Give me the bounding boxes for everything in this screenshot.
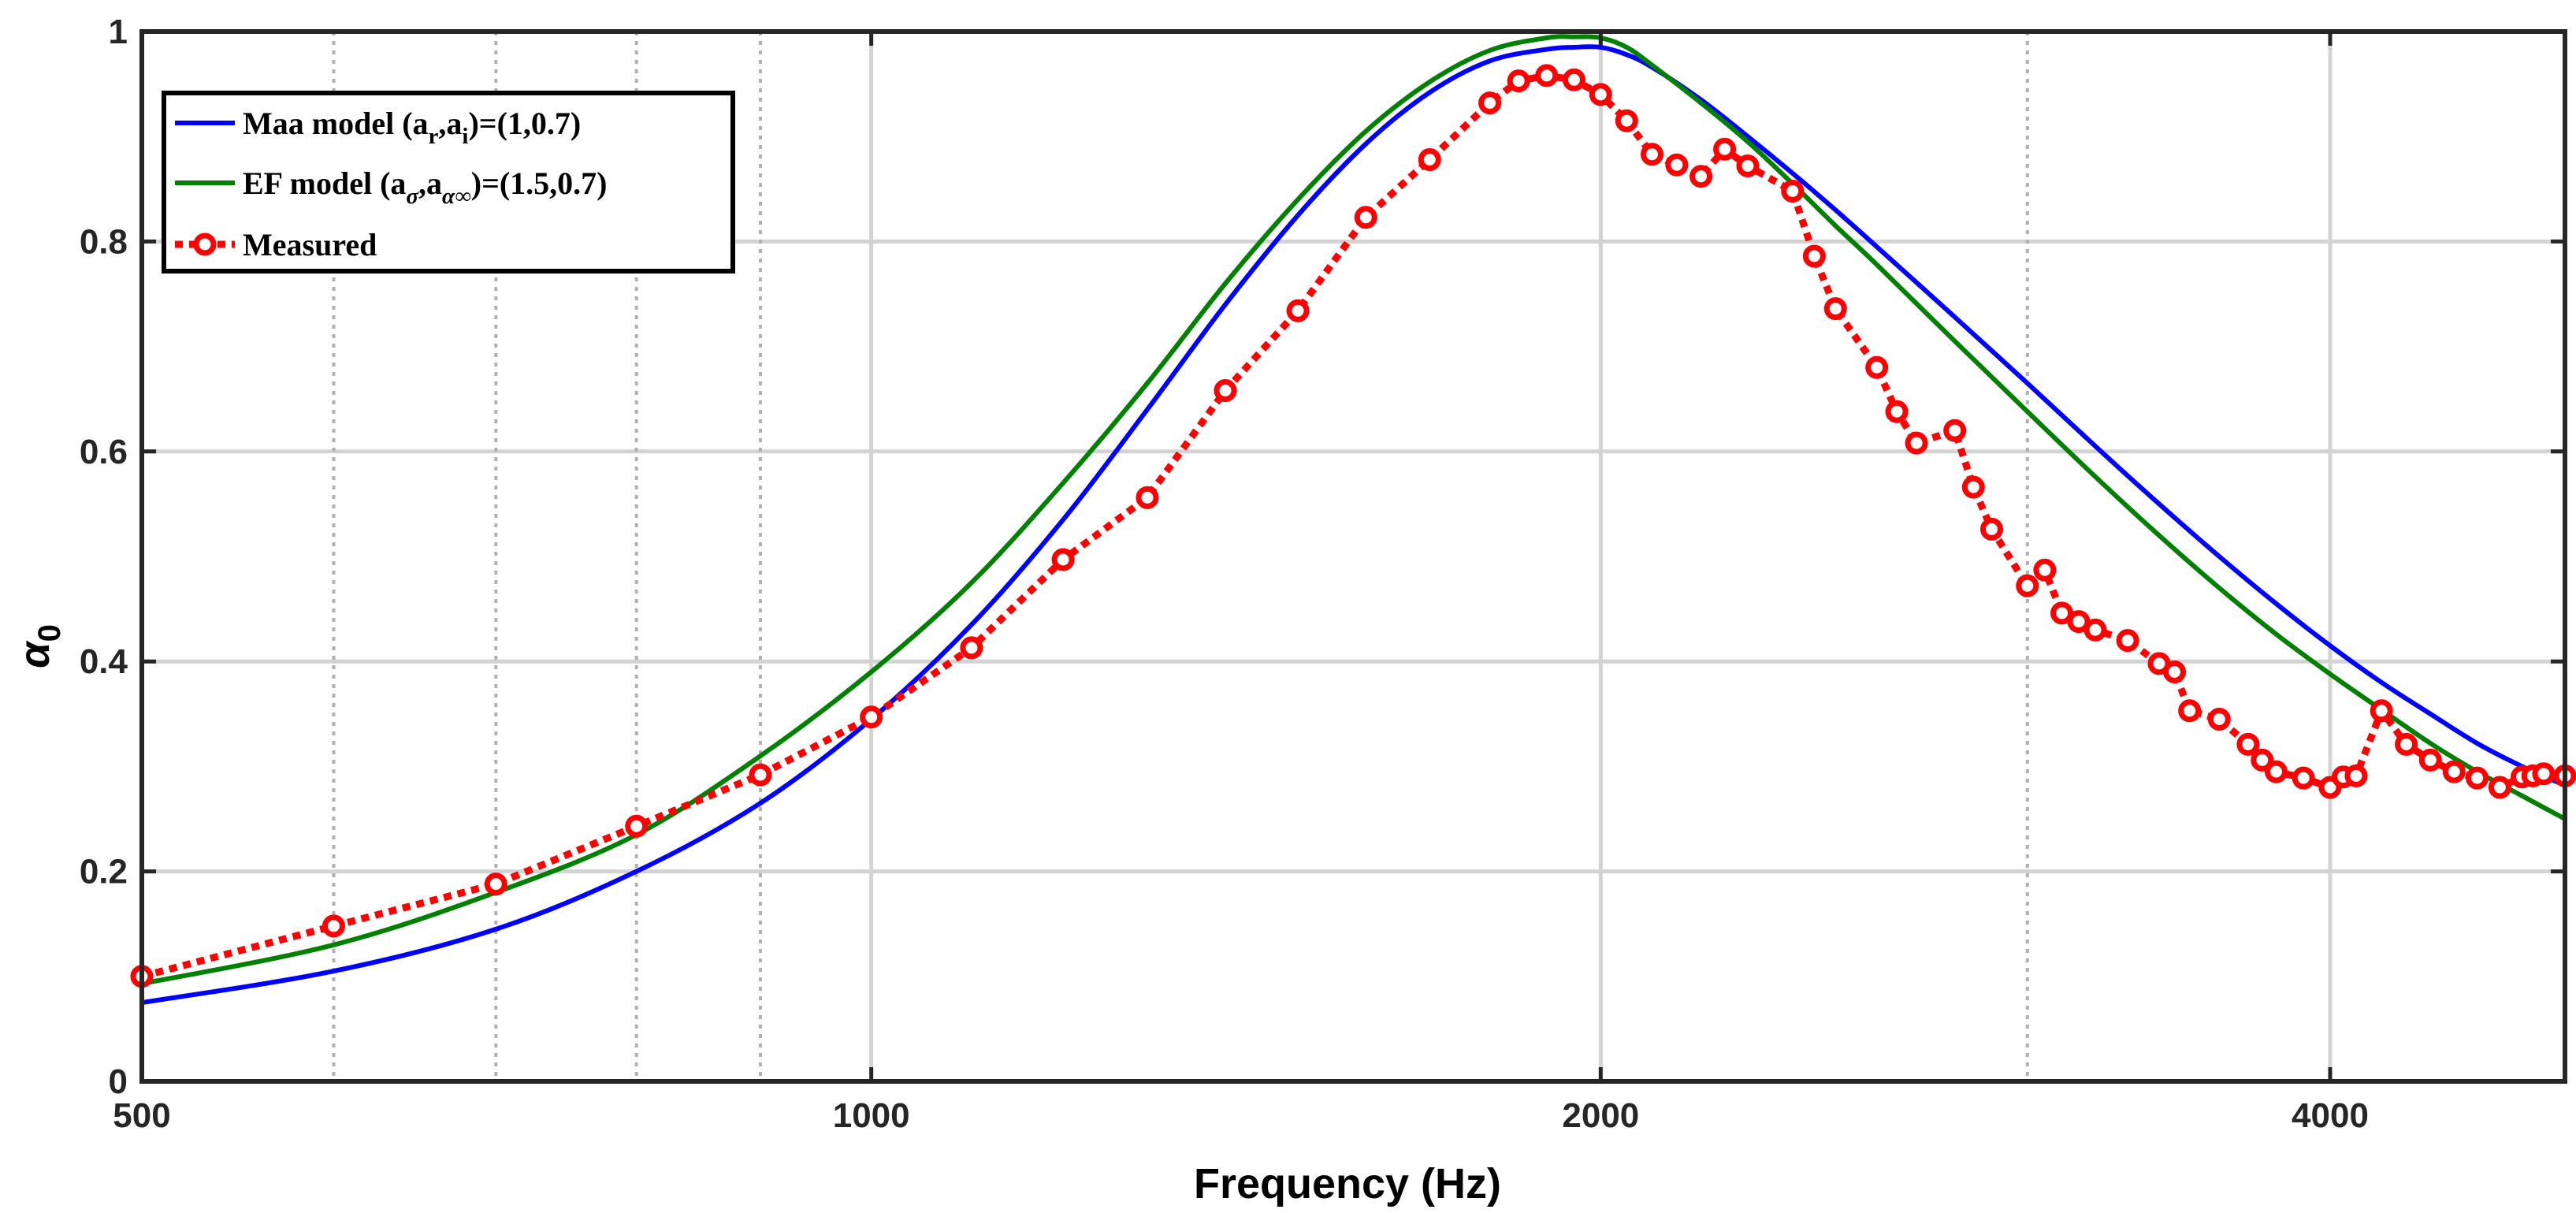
measured-point <box>1689 165 1713 188</box>
measured-point <box>1418 148 1441 171</box>
measured-point <box>860 705 883 729</box>
y-axis-title-subscript: 0 <box>32 624 67 642</box>
measured-point <box>2236 732 2260 756</box>
measured-point <box>1615 109 1638 132</box>
measured-point <box>1478 91 1502 115</box>
y-axis-title-symbol: α <box>11 640 58 668</box>
measured-point <box>1961 475 1985 499</box>
measured-point <box>2016 574 2039 597</box>
measured-point <box>2466 766 2489 790</box>
y-tick-label: 0 <box>109 1062 128 1101</box>
legend-label-ef: EF model (aσ,aα∞)=(1.5,0.7) <box>243 166 608 209</box>
y-axis-title: α0 <box>11 624 67 668</box>
measured-point <box>2178 699 2202 723</box>
measured-point <box>1665 153 1689 177</box>
y-tick-label: 1 <box>109 13 128 51</box>
measured-point <box>2418 748 2442 772</box>
measured-point <box>1943 419 1967 442</box>
measured-point <box>2033 558 2057 582</box>
measured-point <box>625 814 649 838</box>
measured-point <box>2251 748 2274 772</box>
measured-point <box>484 873 507 896</box>
measured-point <box>960 636 983 660</box>
measured-point <box>1354 206 1377 229</box>
y-tick-label: 0.6 <box>80 433 128 471</box>
legend-swatch-measured-marker <box>193 233 217 256</box>
svg-text:α0: α0 <box>11 624 67 668</box>
measured-point <box>1980 517 2003 541</box>
measured-point <box>1736 154 1760 177</box>
y-tick-label: 0.4 <box>80 642 128 681</box>
measured-point <box>2442 760 2466 783</box>
measured-point <box>2292 766 2315 790</box>
measured-point <box>2083 618 2107 642</box>
measured-point <box>1563 68 1585 91</box>
measured-point <box>322 914 345 938</box>
measured-point <box>1713 137 1737 161</box>
x-tick-label: 500 <box>113 1096 170 1135</box>
measured-point <box>2344 764 2368 787</box>
y-tick-label: 0.2 <box>80 853 128 891</box>
measured-point <box>1802 244 1826 268</box>
measured-point <box>1589 83 1612 106</box>
x-axis-title: Frequency (Hz) <box>1194 1160 1501 1207</box>
measured-point <box>1286 299 1310 322</box>
legend-label-maa: Maa model (ar,ai)=(1,0.7) <box>243 106 581 149</box>
measured-point <box>1641 143 1663 166</box>
measured-point <box>2116 629 2139 653</box>
legend-label-measured: Measured <box>243 227 377 262</box>
measured-point <box>2532 762 2556 786</box>
measured-point <box>1905 431 1928 455</box>
legend-box <box>162 91 735 273</box>
plot-frame <box>139 29 2567 1084</box>
measured-point <box>1214 379 1237 402</box>
measured-point <box>2488 776 2511 799</box>
measured-point <box>2050 601 2074 625</box>
measured-point <box>1781 180 1805 203</box>
measured-point <box>1535 64 1559 87</box>
series-line-maa <box>141 44 2567 1006</box>
series-line-ef <box>141 34 2567 987</box>
measured-point <box>1051 548 1075 571</box>
y-tick-label: 0.8 <box>80 222 128 261</box>
series-line-measured <box>140 72 2566 980</box>
measured-point <box>1136 486 1159 509</box>
legend: Maa model (ar,ai)=(1,0.7) EF model (aσ,a… <box>162 91 735 273</box>
measured-point <box>2370 699 2393 723</box>
measured-point <box>1865 355 1889 379</box>
measured-point <box>2265 760 2288 783</box>
measured-point <box>2207 708 2231 731</box>
measured-point <box>2067 610 2091 634</box>
measured-point <box>2395 732 2418 756</box>
measured-point <box>1823 297 1847 321</box>
x-tick-label: 1000 <box>833 1096 910 1135</box>
measured-point <box>1507 69 1530 93</box>
measured-point <box>2163 660 2186 683</box>
measured-point <box>749 763 772 787</box>
x-tick-label: 4000 <box>2292 1096 2369 1135</box>
ticks: 0 0.2 0.4 0.6 0.8 1 500 1000 2000 4000 <box>80 13 2565 1135</box>
x-tick-label: 2000 <box>1562 1096 1639 1135</box>
measured-point <box>1885 400 1909 423</box>
